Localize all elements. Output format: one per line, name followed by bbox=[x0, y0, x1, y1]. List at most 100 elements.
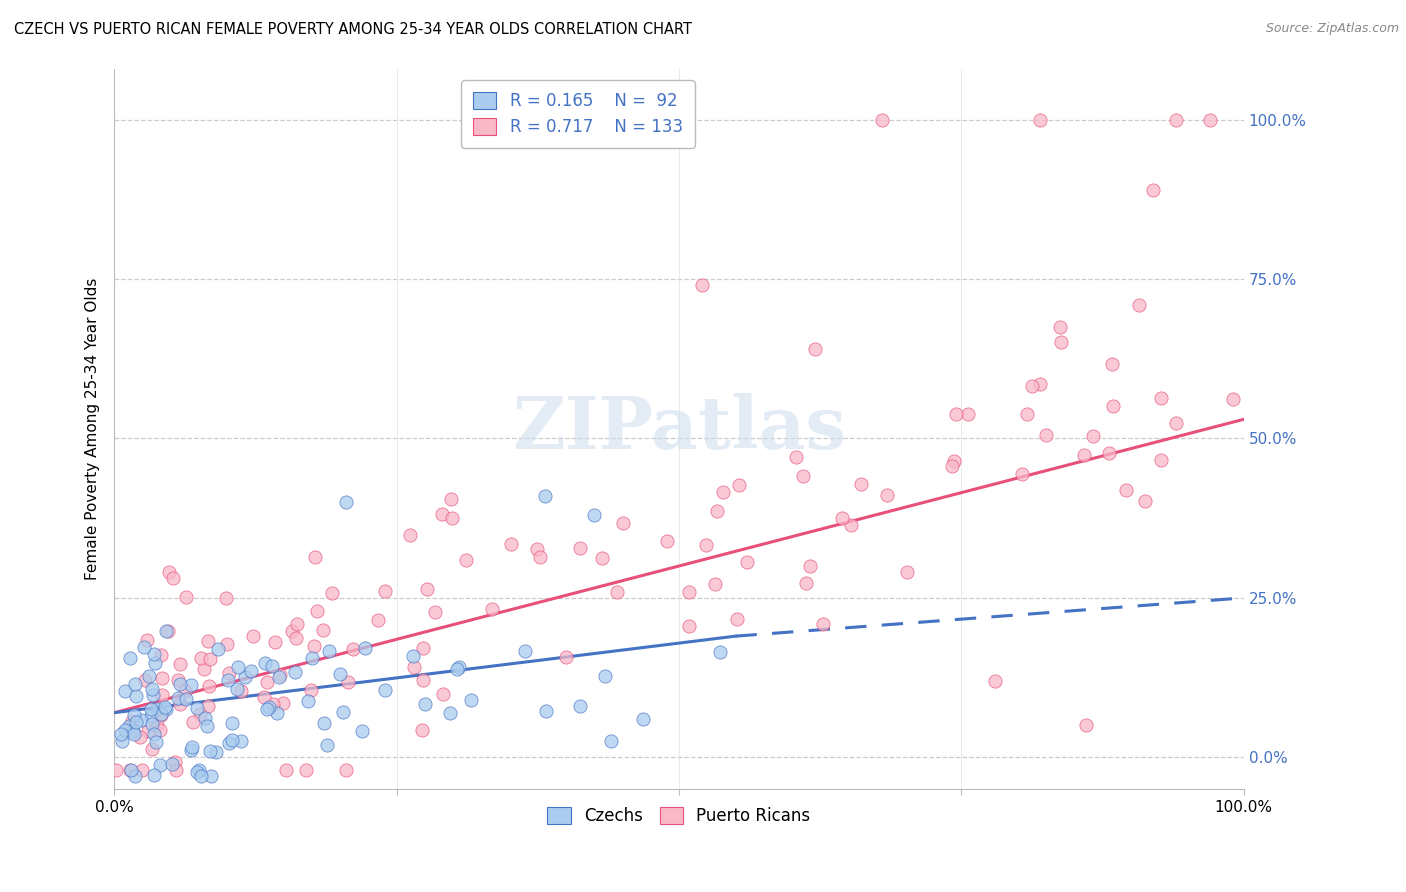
Point bbox=[153, 699, 176, 714]
Point bbox=[839, 518, 862, 533]
Point bbox=[118, 719, 141, 733]
Point bbox=[141, 716, 163, 731]
Point bbox=[872, 112, 894, 127]
Point bbox=[166, 673, 188, 688]
Point bbox=[187, 763, 209, 777]
Point bbox=[166, 691, 188, 706]
Point bbox=[231, 684, 253, 698]
Text: CZECH VS PUERTO RICAN FEMALE POVERTY AMONG 25-34 YEAR OLDS CORRELATION CHART: CZECH VS PUERTO RICAN FEMALE POVERTY AMO… bbox=[14, 22, 692, 37]
Point bbox=[367, 613, 389, 627]
Point bbox=[1164, 416, 1187, 430]
Point bbox=[569, 541, 592, 556]
Point bbox=[402, 649, 425, 664]
Point bbox=[124, 677, 146, 691]
Point bbox=[1011, 467, 1033, 481]
Point bbox=[439, 706, 461, 720]
Point bbox=[156, 624, 179, 638]
Point bbox=[945, 407, 967, 421]
Point bbox=[501, 537, 523, 551]
Point bbox=[416, 582, 439, 596]
Point bbox=[412, 673, 434, 687]
Point bbox=[803, 342, 825, 356]
Point bbox=[1098, 445, 1121, 459]
Point bbox=[704, 577, 727, 591]
Point bbox=[301, 651, 323, 665]
Point bbox=[413, 697, 436, 711]
Point bbox=[297, 694, 319, 708]
Point bbox=[460, 692, 482, 706]
Point bbox=[446, 662, 468, 676]
Point bbox=[1101, 357, 1123, 371]
Point bbox=[1073, 448, 1095, 462]
Point bbox=[440, 511, 463, 525]
Point bbox=[1074, 718, 1097, 732]
Point bbox=[186, 765, 208, 780]
Point bbox=[121, 714, 143, 728]
Point bbox=[412, 640, 434, 655]
Point bbox=[135, 632, 157, 647]
Point bbox=[204, 745, 226, 759]
Point bbox=[143, 647, 166, 661]
Point bbox=[169, 657, 191, 671]
Point bbox=[157, 565, 180, 579]
Point bbox=[142, 727, 165, 741]
Y-axis label: Female Poverty Among 25-34 Year Olds: Female Poverty Among 25-34 Year Olds bbox=[86, 277, 100, 580]
Point bbox=[711, 485, 734, 500]
Point bbox=[606, 585, 628, 599]
Point bbox=[792, 469, 814, 483]
Point bbox=[114, 683, 136, 698]
Point bbox=[526, 542, 548, 557]
Point bbox=[129, 713, 152, 727]
Point bbox=[312, 623, 335, 637]
Point bbox=[1150, 452, 1173, 467]
Point bbox=[150, 671, 173, 685]
Point bbox=[271, 697, 294, 711]
Point bbox=[374, 683, 396, 698]
Point bbox=[253, 656, 276, 670]
Legend: Czechs, Puerto Ricans: Czechs, Puerto Ricans bbox=[537, 797, 821, 835]
Point bbox=[631, 712, 654, 726]
Point bbox=[215, 637, 238, 651]
Point bbox=[118, 763, 141, 777]
Point bbox=[337, 674, 360, 689]
Point bbox=[299, 683, 322, 698]
Point bbox=[124, 769, 146, 783]
Point bbox=[221, 716, 243, 731]
Point bbox=[217, 673, 239, 687]
Point bbox=[165, 763, 187, 777]
Point bbox=[150, 688, 173, 702]
Point bbox=[131, 763, 153, 777]
Point bbox=[142, 768, 165, 782]
Point bbox=[599, 734, 621, 748]
Point bbox=[145, 734, 167, 748]
Point bbox=[1222, 392, 1244, 407]
Point bbox=[294, 763, 316, 777]
Point bbox=[145, 702, 167, 716]
Point bbox=[229, 734, 252, 748]
Point bbox=[709, 645, 731, 659]
Point bbox=[312, 715, 335, 730]
Point bbox=[315, 738, 337, 752]
Point bbox=[447, 660, 470, 674]
Point bbox=[1081, 429, 1104, 443]
Point bbox=[284, 631, 307, 645]
Point bbox=[150, 707, 173, 722]
Point bbox=[425, 606, 447, 620]
Point bbox=[259, 700, 281, 714]
Point bbox=[256, 675, 278, 690]
Point bbox=[122, 726, 145, 740]
Point bbox=[799, 559, 821, 574]
Point bbox=[811, 616, 834, 631]
Point bbox=[876, 488, 898, 502]
Point bbox=[120, 764, 142, 778]
Point bbox=[190, 769, 212, 783]
Point bbox=[1133, 494, 1156, 508]
Point bbox=[399, 528, 422, 542]
Point bbox=[332, 705, 354, 719]
Point bbox=[136, 724, 159, 739]
Point bbox=[454, 553, 477, 567]
Point bbox=[226, 681, 249, 696]
Point bbox=[785, 450, 807, 464]
Point bbox=[612, 516, 634, 531]
Point bbox=[253, 690, 276, 705]
